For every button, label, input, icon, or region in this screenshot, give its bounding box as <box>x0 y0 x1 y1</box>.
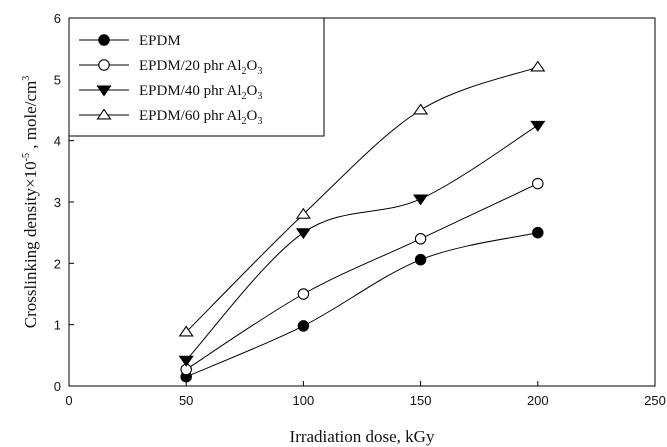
data-point <box>414 104 427 113</box>
data-point <box>415 254 425 264</box>
y-tick-label: 6 <box>54 11 61 26</box>
legend-label-text: EPDM/40 phr Al <box>139 83 242 99</box>
legend-marker <box>99 35 109 45</box>
legend-label-subscript: 3 <box>257 91 262 102</box>
data-point <box>533 227 543 237</box>
legend-label-text: O <box>247 58 258 74</box>
data-point <box>180 356 193 365</box>
data-point <box>533 178 543 188</box>
y-tick-label: 4 <box>54 134 61 149</box>
legend-label-text: O <box>247 83 258 99</box>
legend-label-text: EPDM/20 phr Al <box>139 58 242 74</box>
series-1 <box>181 178 543 374</box>
data-point <box>415 234 425 244</box>
data-point <box>414 195 427 204</box>
data-point <box>297 229 310 238</box>
legend-label: EPDM <box>139 33 181 49</box>
y-tick-label: 5 <box>54 72 61 87</box>
y-tick-label: 1 <box>54 318 61 333</box>
data-point <box>298 289 308 299</box>
data-point <box>531 121 544 130</box>
legend-label-subscript: 3 <box>257 66 262 77</box>
x-tick-label: 150 <box>410 393 432 408</box>
series-0 <box>181 227 543 382</box>
y-axis-title-exponent: -5 <box>21 153 32 161</box>
series-line <box>186 233 538 377</box>
x-tick-label: 200 <box>527 393 549 408</box>
legend-marker <box>99 60 109 70</box>
data-point <box>298 321 308 331</box>
x-tick-label: 50 <box>179 393 193 408</box>
y-axis-title-prefix: Crosslinking density×10 <box>21 161 40 328</box>
series-line <box>186 184 538 370</box>
legend-label-subscript: 3 <box>257 116 262 127</box>
legend-label-text: O <box>247 108 258 124</box>
y-axis-title-unit-exponent: 3 <box>21 76 32 81</box>
x-axis-title: Irradiation dose, kGy <box>290 427 435 446</box>
legend-label-text: EPDM <box>139 33 181 49</box>
x-tick-label: 100 <box>293 393 315 408</box>
y-tick-label: 0 <box>54 379 61 394</box>
x-tick-label: 0 <box>65 393 72 408</box>
y-axis-title-suffix: , mole/cm <box>21 81 40 153</box>
legend-label-text: EPDM/60 phr Al <box>139 108 242 124</box>
x-tick-label: 250 <box>644 393 666 408</box>
y-tick-label: 3 <box>54 195 61 210</box>
data-point <box>531 62 544 71</box>
y-tick-label: 2 <box>54 256 61 271</box>
y-axis-title: Crosslinking density×10-5 , mole/cm3 <box>21 76 40 328</box>
